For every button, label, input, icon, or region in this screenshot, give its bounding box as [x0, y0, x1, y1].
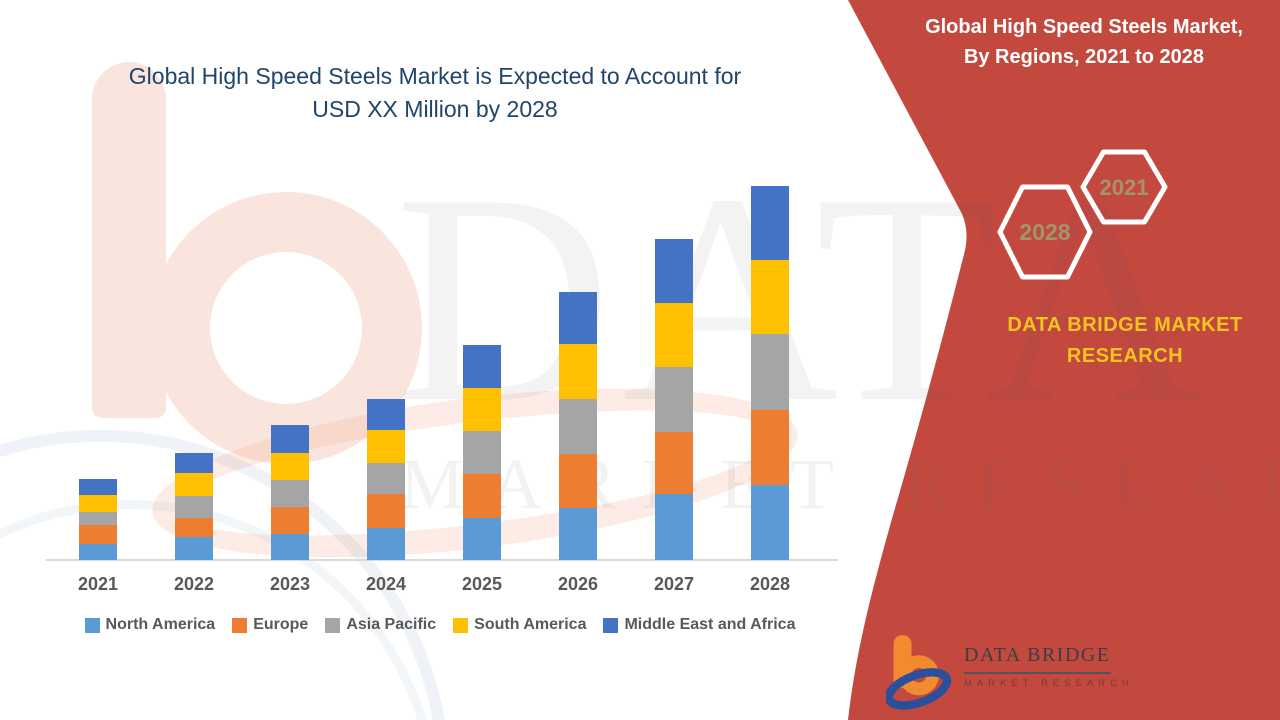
bar-segment-asia-pacific-2024: [367, 463, 405, 494]
bar-segment-asia-pacific-2028: [751, 334, 789, 410]
x-axis-label-2026: 2026: [557, 574, 599, 594]
bar-segment-south-america-2028: [751, 260, 789, 334]
brand-name-line1: DATA BRIDGE MARKET: [1007, 314, 1243, 336]
legend-label: North America: [105, 616, 216, 633]
bar-segment-south-america-2025: [463, 388, 501, 431]
bar-segment-middle-east-and-africa-2021: [79, 479, 117, 495]
bar-segment-north-america-2021: [79, 544, 117, 560]
x-axis-label-2024: 2024: [365, 574, 407, 594]
bar-segment-europe-2025: [463, 474, 501, 518]
x-axis-label-2022: 2022: [173, 574, 215, 594]
bar-segment-north-america-2025: [463, 518, 501, 560]
legend-item-middle-east-and-africa: Middle East and Africa: [603, 616, 795, 634]
bar-segment-europe-2023: [271, 507, 309, 534]
red-panel-shape: [848, 0, 1280, 720]
bar-segment-asia-pacific-2022: [175, 496, 213, 518]
hexagon-2028-outline: [997, 184, 1093, 280]
bar-segment-middle-east-and-africa-2024: [367, 399, 405, 430]
x-axis-label-2027: 2027: [653, 574, 695, 594]
logo-subtitle-text: MARKET RESEARCH: [964, 678, 1134, 689]
bar-segment-south-america-2024: [367, 430, 405, 463]
data-bridge-logo-icon: [886, 635, 952, 710]
legend-swatch-icon: [603, 617, 619, 633]
bar-segment-europe-2022: [175, 518, 213, 537]
hexagon-2028-label: 2028: [1019, 219, 1070, 245]
bar-segment-asia-pacific-2025: [463, 431, 501, 474]
bar-segment-north-america-2026: [559, 508, 597, 560]
data-bridge-logo: DATA BRIDGE MARKET RESEARCH: [880, 628, 1160, 716]
bar-segment-south-america-2026: [559, 344, 597, 399]
side-panel-title-line2: By Regions, 2021 to 2028: [963, 46, 1205, 68]
bar-segment-south-america-2027: [655, 303, 693, 367]
chart-title-line1: Global High Speed Steels Market is Expec…: [128, 63, 742, 89]
legend-label: Europe: [253, 616, 309, 633]
legend-swatch-icon: [325, 617, 341, 633]
hexagon-2021-outline: [1080, 149, 1168, 225]
bar-segment-north-america-2023: [271, 534, 309, 560]
bar-segment-middle-east-and-africa-2023: [271, 425, 309, 453]
bar-segment-middle-east-and-africa-2025: [463, 345, 501, 388]
bar-segment-europe-2028: [751, 410, 789, 485]
bar-segment-europe-2026: [559, 454, 597, 508]
hexagon-2021-label: 2021: [1100, 175, 1149, 200]
legend-label: South America: [474, 616, 587, 633]
bar-segment-middle-east-and-africa-2026: [559, 292, 597, 344]
hexagon-badges: 2021 2028: [997, 149, 1168, 280]
chart-title: Global High Speed Steels Market is Expec…: [75, 60, 795, 125]
bar-segment-north-america-2024: [367, 528, 405, 560]
bar-segment-europe-2027: [655, 432, 693, 494]
legend-label: Asia Pacific: [346, 616, 437, 633]
brand-name-text: DATA BRIDGE MARKET RESEARCH: [955, 310, 1280, 372]
x-axis-label-2025: 2025: [461, 574, 503, 594]
bar-segment-south-america-2022: [175, 473, 213, 496]
side-panel-title-line1: Global High Speed Steels Market,: [925, 16, 1243, 38]
legend-item-asia-pacific: Asia Pacific: [325, 616, 436, 634]
stacked-bar-plot: 2021 2022 2023 2024 2025 2026 2027 2028: [46, 186, 838, 594]
x-axis-label-2021: 2021: [77, 574, 119, 594]
x-axis-label-2023: 2023: [269, 574, 311, 594]
bar-segment-asia-pacific-2021: [79, 512, 117, 525]
legend-item-europe: Europe: [232, 616, 308, 634]
bar-segment-europe-2024: [367, 494, 405, 528]
bar-segment-north-america-2027: [655, 494, 693, 560]
bar-segment-asia-pacific-2023: [271, 480, 309, 507]
bar-segment-south-america-2023: [271, 453, 309, 480]
logo-swoosh-ring: [886, 668, 952, 710]
side-panel-title: Global High Speed Steels Market, By Regi…: [898, 12, 1270, 72]
legend-swatch-icon: [453, 617, 469, 633]
bar-segment-asia-pacific-2027: [655, 367, 693, 432]
bar-segment-north-america-2028: [751, 485, 789, 560]
brand-name-line2: RESEARCH: [1066, 345, 1184, 367]
logo-text-block: DATA BRIDGE MARKET RESEARCH: [964, 644, 1134, 689]
legend-swatch-icon: [232, 617, 248, 633]
legend-swatch-icon: [84, 617, 100, 633]
x-axis-line: [46, 559, 838, 561]
logo-name-text: DATA BRIDGE: [964, 644, 1111, 674]
legend-label: Middle East and Africa: [624, 616, 796, 633]
x-axis-label-2028: 2028: [749, 574, 791, 594]
chart-legend: North America Europe Asia Pacific South Ame…: [40, 616, 840, 634]
legend-item-south-america: South America: [453, 616, 586, 634]
bar-segment-middle-east-and-africa-2022: [175, 453, 213, 473]
bar-segment-south-america-2021: [79, 495, 117, 512]
bar-segment-middle-east-and-africa-2027: [655, 239, 693, 303]
bar-segment-asia-pacific-2026: [559, 399, 597, 454]
bar-segment-north-america-2022: [175, 537, 213, 560]
legend-item-north-america: North America: [84, 616, 216, 634]
bar-segment-middle-east-and-africa-2028: [751, 186, 789, 260]
chart-title-line2: USD XX Million by 2028: [312, 95, 558, 122]
bar-segment-europe-2021: [79, 525, 117, 544]
